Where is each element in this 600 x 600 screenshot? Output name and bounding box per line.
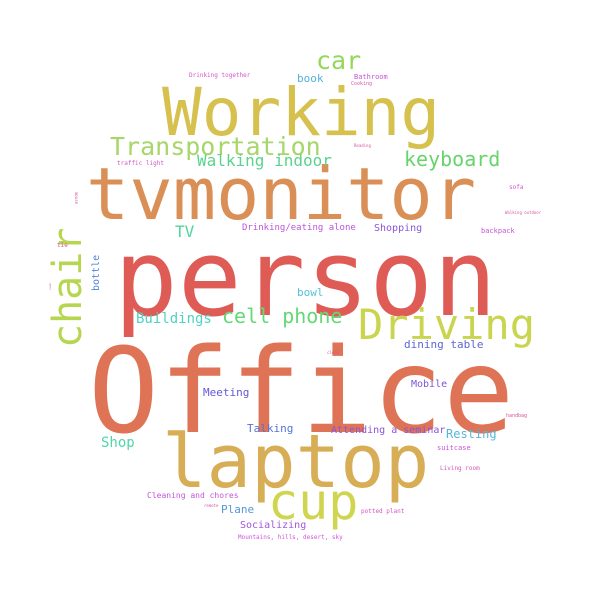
word-cooking: Cooking: [351, 81, 373, 87]
word-attending-a-seminar: Attending a seminar: [331, 425, 446, 436]
word-potted-plant: potted plant: [361, 508, 405, 515]
word-car: car: [316, 46, 362, 75]
word-bowl: bowl: [297, 286, 324, 299]
word-buildings: Buildings: [136, 311, 212, 327]
word-transportation: Transportation: [110, 132, 321, 161]
word-tv: TV: [175, 222, 195, 241]
word-chair: chair: [45, 227, 91, 348]
word-walking-outdoor: Walking outdoor: [505, 210, 542, 215]
word-driving: Driving: [358, 300, 536, 349]
word-tvmonitor: tvmonitor: [86, 152, 477, 236]
word-cell-phone: cell phone: [222, 304, 343, 328]
word-drinking-together: Drinking together: [189, 72, 251, 79]
word-cleaning-and-chores: Cleaning and chores: [147, 491, 239, 500]
word-drinking-eating-alone: Drinking/eating alone: [242, 223, 356, 233]
word-shop: Shop: [101, 435, 135, 451]
word-dining-table: dining table: [404, 338, 484, 351]
word-oven: oven: [48, 282, 52, 290]
word-meeting: Meeting: [203, 386, 250, 399]
word-resting: Resting: [446, 427, 497, 441]
word-talking: Talking: [247, 422, 294, 435]
word-clock: clock: [327, 350, 340, 355]
word-laptop: laptop: [162, 419, 430, 505]
word-remote: remote: [204, 503, 219, 508]
word-book: book: [297, 72, 324, 85]
word-reading: Reading: [354, 143, 371, 148]
word-traffic-light: traffic light: [117, 160, 164, 167]
word-mountains-hills-desert-sky: Mountains, hills, desert, sky: [238, 534, 343, 541]
word-walking-indoor: Walking indoor: [197, 151, 332, 170]
word-working: Working: [162, 74, 441, 151]
word-mobile: Mobile: [411, 379, 448, 390]
word-shopping: Shopping: [374, 223, 423, 234]
word-suitcase: suitcase: [437, 444, 471, 452]
word-socializing: Socializing: [240, 520, 307, 531]
word-cup: cup: [268, 473, 359, 531]
word-tie: tie: [57, 242, 68, 249]
word-living-room: Living room: [440, 465, 480, 472]
word-person: person: [114, 217, 497, 340]
word-keyboard: keyboard: [404, 147, 501, 171]
word-mouse: mouse: [74, 192, 79, 205]
word-handbag: handbag: [506, 413, 528, 419]
word-bathroom: Bathroom: [354, 73, 388, 81]
word-bottle: bottle: [91, 254, 102, 291]
word-sofa: sofa: [509, 184, 524, 191]
word-backpack: backpack: [481, 227, 515, 235]
word-plane: Plane: [221, 503, 255, 516]
word-office: Office: [88, 322, 515, 460]
